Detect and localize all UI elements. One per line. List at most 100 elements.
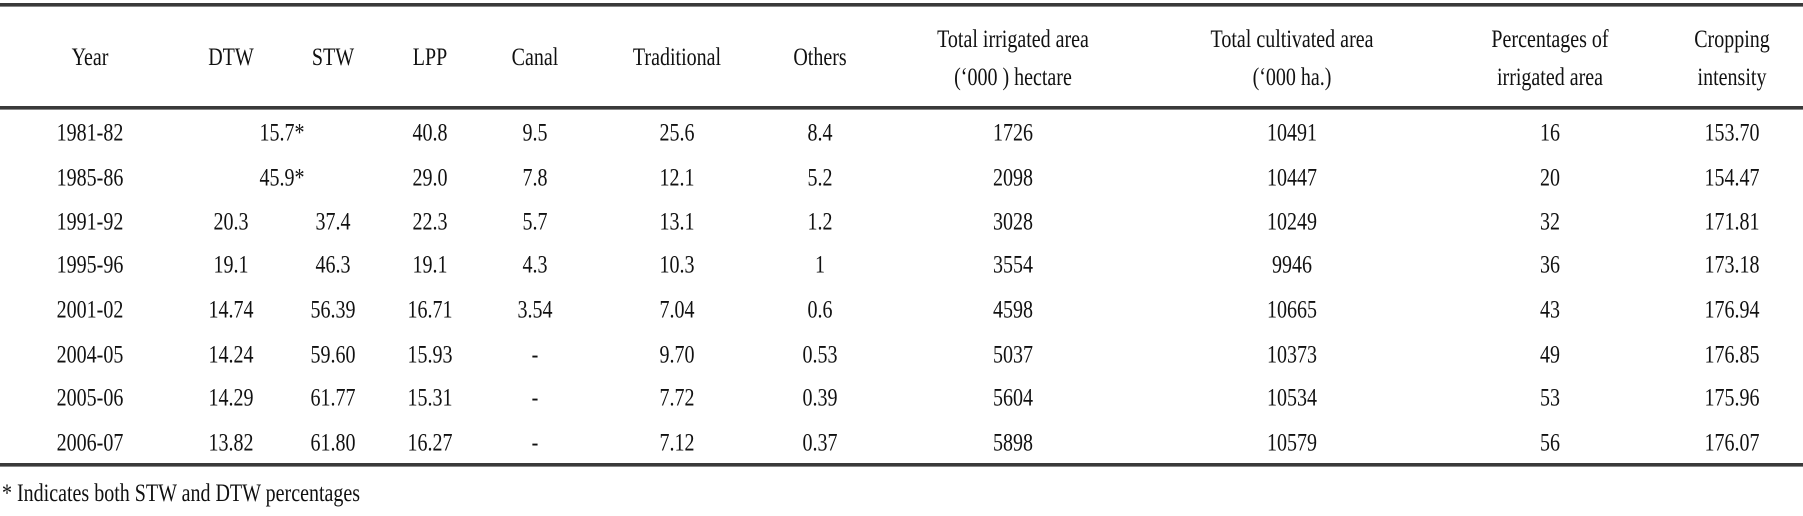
cell-pct-irrigated: 53: [1540, 384, 1560, 412]
header-rule: [0, 106, 1803, 110]
cell-others: 8.4: [807, 119, 833, 147]
cell-year: 2006-07: [56, 429, 124, 457]
column-header-pct-irrigated: irrigated area: [1496, 64, 1604, 91]
cell-total-cultivated: 10534: [1267, 384, 1317, 412]
cell-dtw: 14.74: [208, 296, 254, 324]
column-header-total-cultivated: Total cultivated area: [1210, 26, 1374, 53]
cell-total-cultivated: 10249: [1267, 208, 1317, 236]
column-header-year: Year: [71, 44, 109, 71]
cell-pct-irrigated: 49: [1540, 341, 1560, 369]
cell-pct-irrigated: 56: [1540, 429, 1560, 457]
column-header-lpp: LPP: [412, 44, 448, 71]
cell-others: 1.2: [807, 208, 833, 236]
cell-canal: 3.54: [517, 296, 553, 324]
top-rule: [0, 3, 1803, 7]
cell-total-cultivated: 10491: [1267, 119, 1317, 147]
column-header-others: Others: [793, 44, 847, 71]
cell-pct-irrigated: 16: [1540, 119, 1560, 147]
cell-others: 0.37: [802, 429, 838, 457]
cell-cropping-intensity: 176.07: [1704, 429, 1760, 457]
cell-canal: -: [531, 341, 539, 369]
cell-others: 0.53: [802, 341, 838, 369]
cell-dtw: 14.24: [208, 341, 254, 369]
column-header-traditional: Traditional: [632, 44, 722, 71]
cell-year: 1991-92: [56, 208, 124, 236]
cell-lpp: 29.0: [412, 164, 448, 192]
column-header-cropping-intensity: Cropping: [1694, 26, 1770, 53]
column-header-total-irrigated: Total irrigated area: [937, 26, 1089, 53]
cell-canal: 7.8: [522, 164, 548, 192]
column-header-total-irrigated: (‘000 ) hectare: [954, 64, 1072, 91]
cell-canal: 9.5: [522, 119, 548, 147]
cell-cropping-intensity: 176.94: [1704, 296, 1760, 324]
cell-canal: 4.3: [522, 251, 548, 279]
cell-traditional: 9.70: [659, 341, 695, 369]
cell-stw: 61.80: [310, 429, 356, 457]
cell-total-cultivated: 10373: [1267, 341, 1317, 369]
cell-canal: -: [531, 384, 539, 412]
cell-year: 2004-05: [56, 341, 124, 369]
cell-others: 1: [815, 251, 825, 279]
cell-lpp: 19.1: [412, 251, 448, 279]
cell-total-cultivated: 9946: [1272, 251, 1312, 279]
cell-dtw: 14.29: [208, 384, 254, 412]
cell-others: 0.39: [802, 384, 838, 412]
cell-year: 1981-82: [56, 119, 124, 147]
cell-stw: 37.4: [315, 208, 351, 236]
cell-traditional: 7.12: [659, 429, 695, 457]
cell-cropping-intensity: 171.81: [1704, 208, 1760, 236]
column-header-pct-irrigated: Percentages of: [1491, 26, 1609, 53]
cell-canal: 5.7: [522, 208, 548, 236]
cell-lpp: 16.27: [407, 429, 453, 457]
cell-pct-irrigated: 43: [1540, 296, 1560, 324]
cell-traditional: 7.04: [659, 296, 695, 324]
column-header-cropping-intensity: intensity: [1697, 64, 1767, 91]
cell-total-irrigated: 5898: [993, 429, 1033, 457]
cell-dtw: 20.3: [213, 208, 249, 236]
cell-lpp: 16.71: [407, 296, 453, 324]
cell-dtw-stw-combined: 45.9*: [259, 164, 305, 192]
cell-total-irrigated: 5604: [993, 384, 1033, 412]
column-header-stw: STW: [311, 44, 355, 71]
cell-cropping-intensity: 154.47: [1704, 164, 1760, 192]
cell-canal: -: [531, 429, 539, 457]
cell-traditional: 13.1: [659, 208, 695, 236]
footnote: * Indicates both STW and DTW percentages: [2, 480, 361, 507]
column-header-dtw: DTW: [208, 44, 254, 71]
cell-stw: 59.60: [310, 341, 356, 369]
cell-year: 1995-96: [56, 251, 124, 279]
cell-total-irrigated: 1726: [993, 119, 1033, 147]
cell-lpp: 22.3: [412, 208, 448, 236]
cell-traditional: 12.1: [659, 164, 695, 192]
cell-traditional: 10.3: [659, 251, 695, 279]
column-header-total-cultivated: (‘000 ha.): [1252, 64, 1332, 91]
cell-total-irrigated: 4598: [993, 296, 1033, 324]
cell-stw: 61.77: [310, 384, 356, 412]
cell-total-cultivated: 10665: [1267, 296, 1317, 324]
cell-pct-irrigated: 20: [1540, 164, 1560, 192]
cell-dtw: 13.82: [208, 429, 254, 457]
cell-lpp: 40.8: [412, 119, 448, 147]
cell-cropping-intensity: 173.18: [1704, 251, 1760, 279]
cell-total-cultivated: 10447: [1267, 164, 1317, 192]
cell-total-irrigated: 2098: [993, 164, 1033, 192]
bottom-rule: [0, 463, 1803, 467]
cell-dtw: 19.1: [213, 251, 249, 279]
cell-pct-irrigated: 32: [1540, 208, 1560, 236]
cell-cropping-intensity: 176.85: [1704, 341, 1760, 369]
cell-others: 5.2: [807, 164, 833, 192]
cell-lpp: 15.31: [407, 384, 453, 412]
cell-year: 1985-86: [56, 164, 124, 192]
cell-stw: 56.39: [310, 296, 356, 324]
cell-total-irrigated: 5037: [993, 341, 1033, 369]
cell-others: 0.6: [807, 296, 833, 324]
cell-total-irrigated: 3554: [993, 251, 1033, 279]
cell-year: 2005-06: [56, 384, 124, 412]
cell-cropping-intensity: 175.96: [1704, 384, 1760, 412]
cell-lpp: 15.93: [407, 341, 453, 369]
cell-year: 2001-02: [56, 296, 124, 324]
cell-total-irrigated: 3028: [993, 208, 1033, 236]
cell-pct-irrigated: 36: [1540, 251, 1560, 279]
cell-cropping-intensity: 153.70: [1704, 119, 1760, 147]
cell-stw: 46.3: [315, 251, 351, 279]
